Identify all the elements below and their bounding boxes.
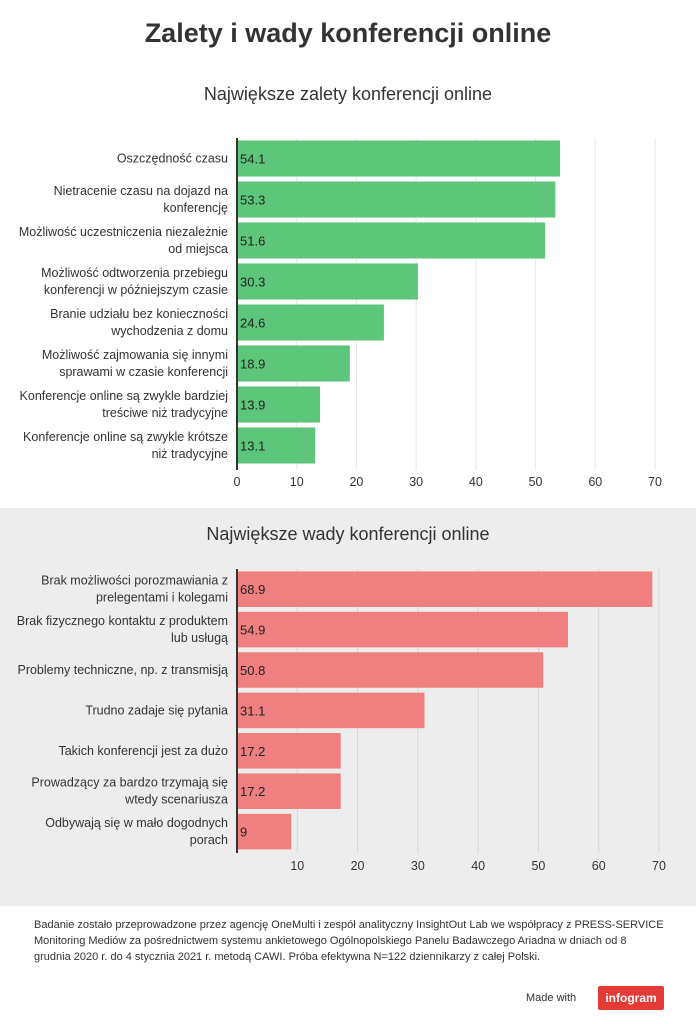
category-label-line: Oszczędność czasu	[117, 152, 228, 166]
methodology-footnote: Badanie zostało przeprowadzone przez age…	[34, 919, 664, 963]
bar-value-label: 9	[240, 825, 247, 840]
category-label: Oszczędność czasu	[117, 152, 228, 166]
bar	[237, 571, 653, 607]
bar-value-label: 18.9	[240, 357, 265, 372]
cons-chart-section: Największe wady konferencji online 68.9 B…	[0, 508, 696, 906]
main-title: Zalety i wady konferencji online	[144, 18, 552, 48]
bar-value-label: 53.3	[240, 193, 265, 208]
category-label: Możliwość uczestniczenia niezależnie od m…	[19, 225, 228, 256]
category-label-line: prelegentami i kolegami	[96, 591, 228, 605]
category-label: Możliwość zajmowania się innymi sprawami …	[42, 348, 228, 379]
category-label: Takich konferencji jest za dużo	[58, 744, 228, 758]
bar	[237, 386, 321, 423]
category-label-line: wtedy scenariusza	[124, 793, 228, 807]
bar	[237, 733, 341, 769]
bar	[237, 813, 292, 850]
x-tick-label: 40	[469, 475, 483, 489]
category-label-line: Możliwość zajmowania się innymi	[42, 348, 228, 362]
bar-value-label: 31.1	[240, 703, 265, 718]
x-tick-label: 10	[290, 475, 304, 489]
category-label: Trudno zadaje się pytania	[85, 703, 228, 717]
bar-value-label: 54.1	[240, 152, 265, 167]
x-tick-label: 10	[290, 859, 304, 873]
category-label-line: porach	[190, 833, 228, 847]
category-label-line: Możliwość odtworzenia przebiegu	[41, 266, 228, 280]
category-label-line: lub usługą	[171, 631, 228, 645]
bar	[237, 263, 418, 300]
category-label-line: Brak możliwości porozmawiania z	[41, 574, 228, 588]
bar	[237, 181, 556, 218]
category-label-line: Branie udziału bez konieczności	[50, 307, 228, 321]
category-label-line: Nietracenie czasu na dojazd na	[54, 184, 228, 198]
category-label-line: od miejsca	[168, 242, 228, 256]
category-label: Brak możliwości porozmawiania z prelegent…	[41, 574, 228, 605]
category-label: Branie udziału bez konieczności wychodzen…	[50, 307, 228, 338]
bar	[237, 222, 546, 259]
category-label-line: niż tradycyjne	[152, 447, 228, 461]
bar	[237, 692, 425, 729]
bar-value-label: 68.9	[240, 582, 265, 597]
x-tick-label: 40	[471, 859, 485, 873]
category-label-line: Konferencje online są zwykle bardziej	[20, 389, 228, 403]
category-label-line: Odbywają się w mało dogodnych	[45, 816, 228, 830]
pros-chart-section: Największe zalety konferencji online 54.…	[0, 70, 696, 508]
category-label-line: konferencję	[163, 201, 228, 215]
bar	[237, 773, 341, 809]
x-tick-label: 50	[529, 475, 543, 489]
category-label: Konferencje online są zwykle bardziej tre…	[20, 389, 228, 420]
bar-value-label: 51.6	[240, 234, 265, 249]
bar-value-label: 24.6	[240, 316, 265, 331]
bar	[237, 304, 384, 341]
bar	[237, 652, 544, 688]
category-label: Nietracenie czasu na dojazd na konferencj…	[54, 184, 228, 215]
category-label-line: Trudno zadaje się pytania	[85, 703, 228, 717]
category-label-line: Możliwość uczestniczenia niezależnie	[19, 225, 228, 239]
bar	[237, 611, 568, 648]
x-tick-label: 20	[349, 475, 363, 489]
bar-value-label: 13.9	[240, 398, 265, 413]
x-tick-label: 70	[652, 859, 666, 873]
bar-value-label: 13.1	[240, 439, 265, 454]
bar	[237, 427, 316, 464]
bar-value-label: 50.8	[240, 663, 265, 678]
bar-value-label: 54.9	[240, 623, 265, 638]
category-label-line: sprawami w czasie konferencji	[59, 365, 228, 379]
x-tick-label: 60	[588, 475, 602, 489]
x-tick-label: 20	[351, 859, 365, 873]
category-label: Odbywają się w mało dogodnych porach	[45, 816, 228, 847]
category-label-line: treściwe niż tradycyjne	[102, 406, 228, 420]
category-label: Brak fizycznego kontaktu z produktem lub …	[17, 614, 228, 645]
bar-value-label: 17.2	[240, 744, 265, 759]
x-tick-label: 60	[592, 859, 606, 873]
category-label-line: Konferencje online są zwykle krótsze	[23, 430, 228, 444]
x-tick-label: 70	[648, 475, 662, 489]
infogram-logo[interactable]: infogram	[598, 986, 664, 1010]
x-tick-label: 0	[234, 475, 241, 489]
category-label-line: Takich konferencji jest za dużo	[58, 744, 228, 758]
cons-bar-chart: 68.9 Brak możliwości porozmawiania z prele…	[17, 569, 666, 873]
made-with-label: Made with	[526, 992, 577, 1004]
x-tick-label: 30	[409, 475, 423, 489]
category-label-line: Brak fizycznego kontaktu z produktem	[17, 614, 228, 628]
category-label-line: Problemy techniczne, np. z transmisją	[17, 663, 228, 677]
pros-chart-title: Największe zalety konferencji online	[203, 84, 493, 104]
category-label-line: konferencji w późniejszym czasie	[44, 283, 228, 297]
category-label-line: wychodzenia z domu	[110, 324, 228, 338]
x-tick-label: 50	[531, 859, 545, 873]
category-label: Problemy techniczne, np. z transmisją	[17, 663, 228, 677]
pros-bar-chart: 54.1 Oszczędność czasu 53.3 Nietracenie cza…	[19, 138, 662, 489]
category-label: Prowadzący za bardzo trzymają się wtedy s…	[31, 776, 228, 807]
category-label: Konferencje online są zwykle krótsze niż …	[23, 430, 228, 461]
bar-value-label: 17.2	[240, 784, 265, 799]
cons-chart-title: Największe wady konferencji online	[206, 524, 490, 544]
category-label-line: Prowadzący za bardzo trzymają się	[31, 776, 228, 790]
x-tick-label: 30	[411, 859, 425, 873]
bar	[237, 345, 350, 382]
category-label: Możliwość odtworzenia przebiegu konferenc…	[41, 266, 228, 297]
bar-value-label: 30.3	[240, 275, 265, 290]
bar	[237, 140, 561, 177]
